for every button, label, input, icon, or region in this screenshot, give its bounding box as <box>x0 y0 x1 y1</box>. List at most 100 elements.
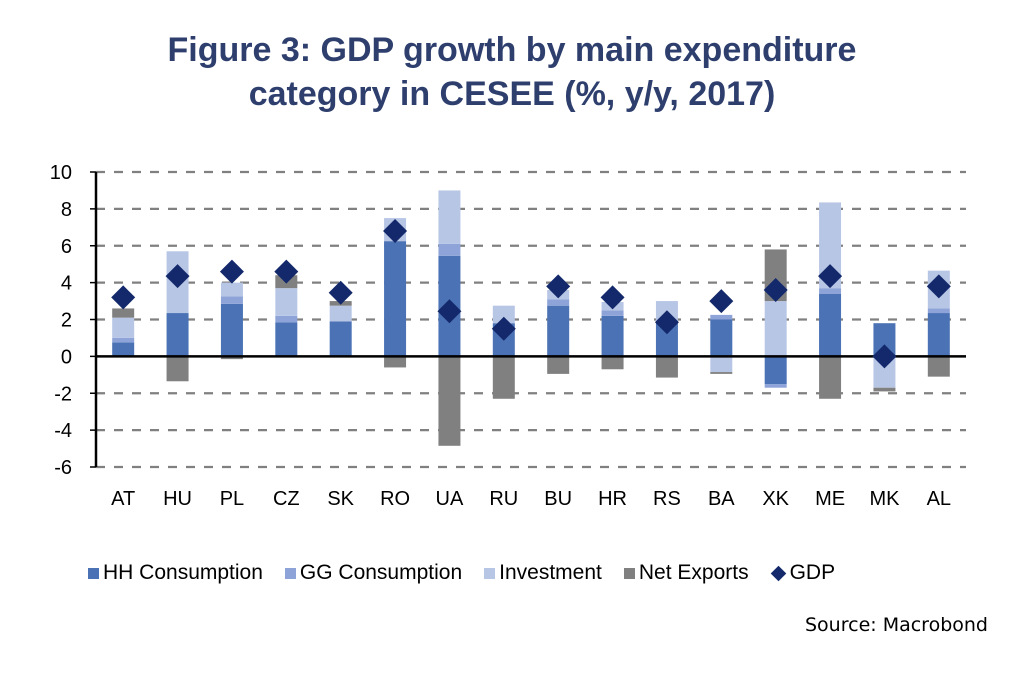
bar-ua-gg-consumption <box>438 243 461 256</box>
chart-title-line-1: Figure 3: GDP growth by main expenditure <box>167 31 857 69</box>
bar-cz-gg-consumption <box>275 315 298 323</box>
bar-ru-net-exports <box>492 356 515 399</box>
gdp-marker-at <box>111 285 136 310</box>
y-tick-label: -6 <box>54 457 72 479</box>
source-note: Source: Macrobond <box>805 614 988 636</box>
x-tick-label-bu: BU <box>544 488 572 510</box>
x-tick-label-mk: MK <box>869 488 900 510</box>
gdp-marker-xk <box>763 278 788 302</box>
bar-sk-investment <box>329 305 352 322</box>
bar-at-hh-consumption <box>112 342 135 357</box>
bar-pl-hh-consumption <box>220 303 243 357</box>
bar-rs-hh-consumption <box>655 323 678 357</box>
legend-diamond-icon-gdp <box>770 565 786 581</box>
chart-title-line-2: category in CESEE (%, y/y, 2017) <box>248 75 776 113</box>
legend-item-gdp: GDP <box>770 561 836 585</box>
x-tick-label-sk: SK <box>327 488 354 510</box>
bar-pl-investment <box>220 282 243 297</box>
y-tick-label: -4 <box>54 420 72 442</box>
gdp-marker-cz <box>274 259 299 284</box>
gdp-marker-ro <box>383 219 408 243</box>
x-tick-label-at: AT <box>111 488 135 510</box>
bar-bu-hh-consumption <box>547 305 570 357</box>
bar-hr-gg-consumption <box>601 310 624 316</box>
x-tick-label-ua: UA <box>436 488 464 510</box>
bar-ba-investment <box>710 356 733 373</box>
bar-me-net-exports <box>819 356 842 399</box>
legend-label: Investment <box>499 561 602 584</box>
bar-pl-gg-consumption <box>220 296 243 304</box>
chart-plot: -6 -4 -2 0 2 4 6 8 10 AT HU PL CZ SK RO UA RU BU HR RS BA XK… <box>50 162 966 510</box>
x-tick-label-al: AL <box>927 488 951 510</box>
x-axis-tick-labels: AT HU PL CZ SK RO UA RU BU HR RS BA XK ME MK AL <box>111 488 951 510</box>
bar-hu-hh-consumption <box>166 313 189 357</box>
bar-me-gg-consumption <box>819 288 842 294</box>
x-tick-label-cz: CZ <box>273 488 300 510</box>
y-tick-label: 10 <box>50 162 72 184</box>
axes <box>94 172 966 467</box>
x-tick-label-pl: PL <box>220 488 244 510</box>
bar-xk-gg-consumption <box>764 384 787 388</box>
bar-hr-hh-consumption <box>601 315 624 357</box>
bar-al-net-exports <box>927 356 950 377</box>
bar-hu-net-exports <box>166 356 189 382</box>
x-tick-label-me: ME <box>815 488 845 510</box>
bars <box>112 190 950 446</box>
x-tick-label-hu: HU <box>163 488 192 510</box>
gdp-marker-me <box>818 264 843 289</box>
bar-ru-investment <box>492 305 515 324</box>
gdp-marker-ru <box>491 316 516 341</box>
gdp-marker-sk <box>328 280 353 305</box>
bar-xk-hh-consumption <box>764 356 787 385</box>
gdp-marker-bu <box>546 274 571 299</box>
y-axis-tick-labels: -6 -4 -2 0 2 4 6 8 10 <box>50 162 72 479</box>
bar-rs-net-exports <box>655 356 678 378</box>
gdp-marker-ba <box>709 289 734 314</box>
legend-swatch-hh-consumption <box>88 567 99 579</box>
bar-me-hh-consumption <box>819 293 842 357</box>
legend-label: GDP <box>789 561 836 584</box>
gdp-marker-al <box>926 274 951 299</box>
bar-al-hh-consumption <box>927 313 950 357</box>
y-tick-label: 4 <box>61 273 72 295</box>
gdp-marker-rs <box>654 310 679 335</box>
x-tick-label-hr: HR <box>598 488 627 510</box>
bar-at-investment <box>112 317 135 338</box>
bar-al-gg-consumption <box>927 308 950 314</box>
legend-swatch-gg-consumption <box>284 567 296 579</box>
legend-label: Net Exports <box>638 561 749 584</box>
gdp-marker-mk <box>872 344 897 369</box>
bar-sk-hh-consumption <box>329 321 352 357</box>
legend-item-net-exports: Net Exports <box>623 561 749 585</box>
gdp-marker-pl <box>219 259 244 284</box>
bar-bu-gg-consumption <box>547 299 570 306</box>
x-tick-label-rs: RS <box>653 488 681 510</box>
bar-mk-net-exports <box>873 387 896 392</box>
bar-ro-hh-consumption <box>384 241 407 357</box>
y-tick-label: -2 <box>54 383 72 405</box>
bar-ba-hh-consumption <box>710 319 733 357</box>
bar-ua-investment <box>438 190 461 244</box>
y-tick-label: 8 <box>61 199 72 221</box>
bar-mk-investment <box>873 356 896 388</box>
x-tick-label-ba: BA <box>708 488 735 510</box>
legend-item-investment: Investment <box>484 561 602 585</box>
bar-bu-net-exports <box>547 356 570 374</box>
bar-pl-net-exports <box>220 356 243 360</box>
legend-label: GG Consumption <box>299 561 463 584</box>
bar-at-gg-consumption <box>112 337 135 343</box>
x-tick-label-ro: RO <box>380 488 410 510</box>
gdp-markers <box>111 219 951 369</box>
bar-ba-net-exports <box>710 372 733 374</box>
bar-at-net-exports <box>112 308 135 318</box>
bar-ba-gg-consumption <box>710 314 733 320</box>
y-tick-label: 0 <box>61 346 72 368</box>
bar-me-investment <box>819 202 842 289</box>
bar-cz-investment <box>275 288 298 316</box>
gdp-marker-hr <box>600 285 625 310</box>
legend-swatch-investment <box>484 567 496 579</box>
bar-mk-hh-consumption <box>873 323 896 357</box>
chart-title: Figure 3: GDP growth by main expenditure… <box>0 28 1024 116</box>
bar-ro-net-exports <box>384 356 407 368</box>
legend-label: HH Consumption <box>103 561 263 584</box>
